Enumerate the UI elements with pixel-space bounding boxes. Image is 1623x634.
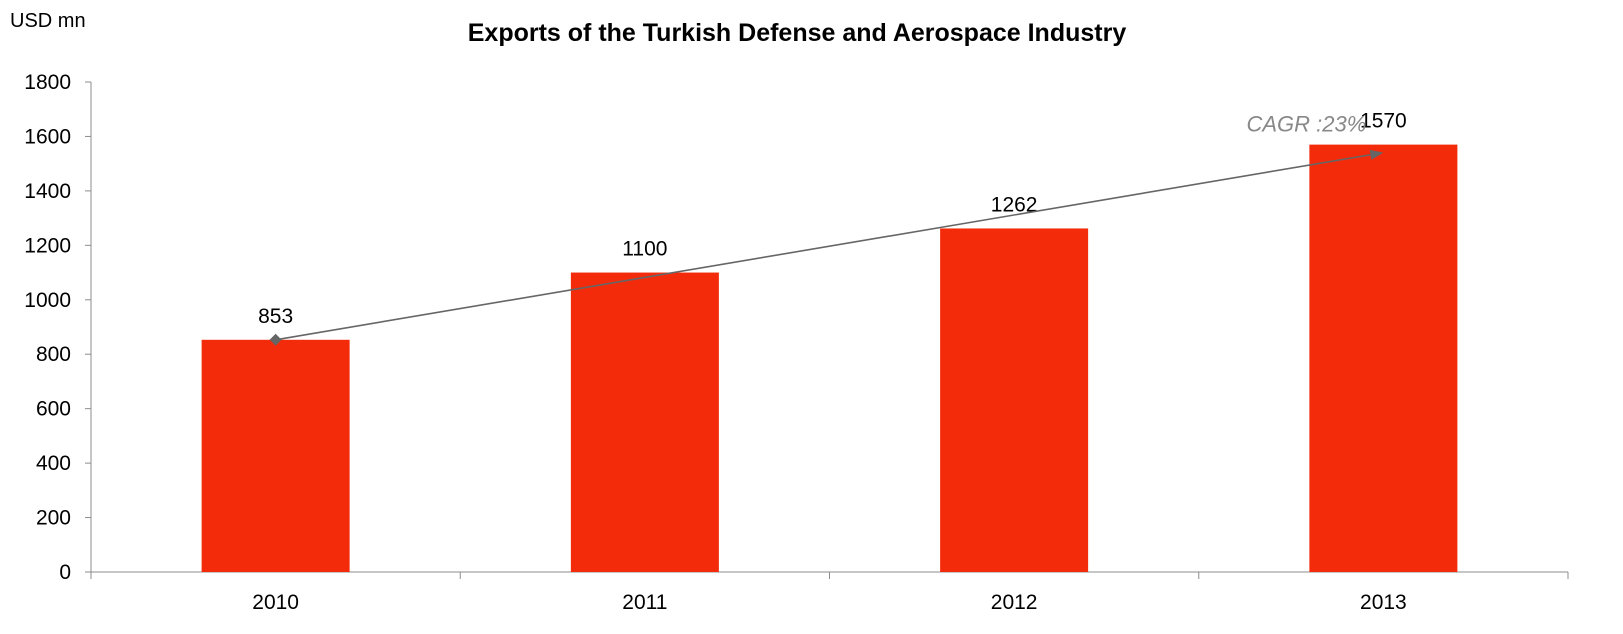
chart-axes: 0 200 400 600 800 1000 1200 1400 1600 1800 2010 201… [24,71,1569,614]
data-label-2013: 1570 [1360,110,1407,133]
cagr-annotation: CAGR :23% [269,112,1384,346]
y-tick-label: 0 [59,561,71,584]
y-unit-label: USD mn [10,10,86,32]
cagr-label: CAGR :23% [1246,112,1366,137]
x-tick-label: 2011 [622,591,667,614]
data-label-2010: 853 [258,305,293,328]
y-tick-label: 600 [36,398,71,421]
y-tick-label: 1800 [24,71,71,94]
data-labels: 853 1100 1262 1570 [258,110,1407,328]
y-tick-label: 1200 [24,234,71,257]
data-label-2012: 1262 [991,193,1038,216]
y-tick-label: 200 [36,507,71,530]
cagr-start-marker [269,333,282,346]
y-tick-label: 1600 [24,125,71,148]
y-tick-label: 1000 [24,289,71,312]
cagr-arrow-line [275,153,1372,341]
cagr-arrow-head [1369,149,1384,160]
bar-series [201,144,1458,572]
bar-2010 [201,339,350,572]
y-tick-label: 400 [36,452,71,475]
x-tick-label: 2010 [252,591,299,614]
data-label-2011: 1100 [622,238,667,261]
bar-2012 [940,228,1089,572]
bar-2011 [570,272,719,572]
y-tick-label: 800 [36,343,71,366]
x-tick-label: 2013 [1360,591,1407,614]
chart-title: Exports of the Turkish Defense and Aeros… [468,19,1127,47]
bar-2013 [1309,144,1458,572]
y-tick-label: 1400 [24,180,71,203]
x-tick-label: 2012 [991,591,1038,614]
